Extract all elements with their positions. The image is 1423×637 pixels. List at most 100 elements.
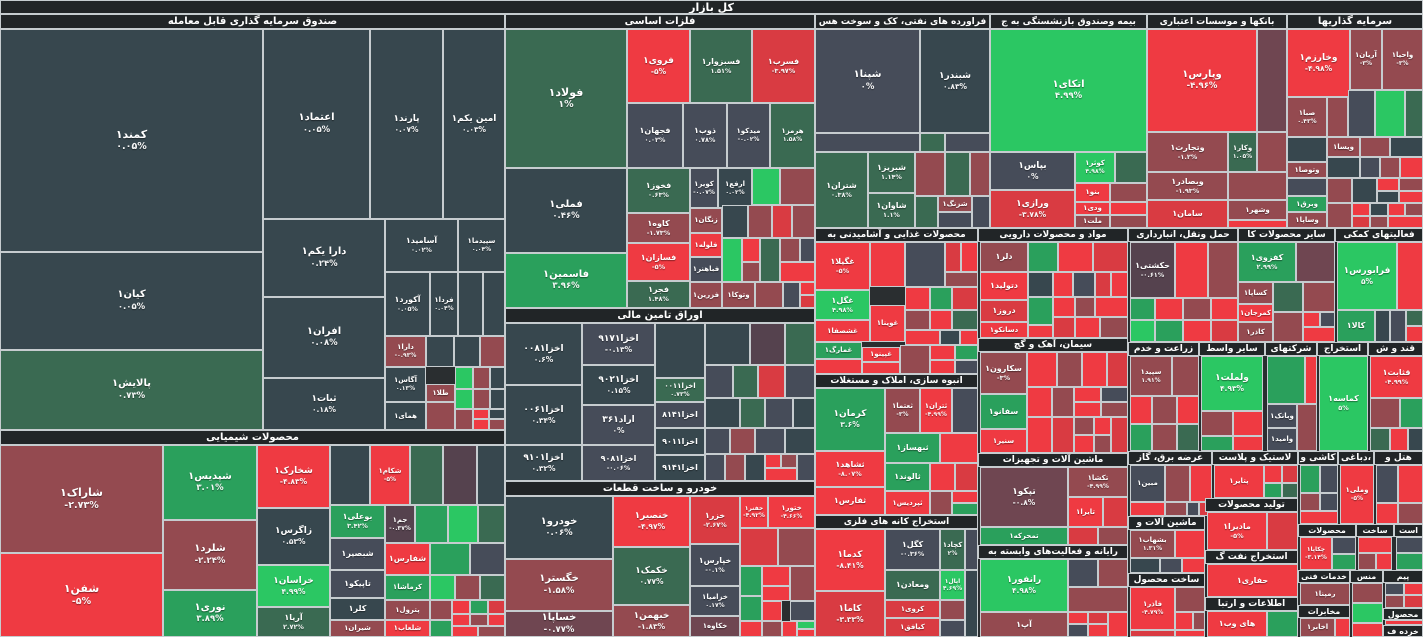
stock-tile-unlabeled[interactable]: [945, 242, 961, 272]
stock-tile-unlabeled[interactable]: [955, 345, 978, 360]
stock-tile-unlabeled[interactable]: [1082, 352, 1107, 387]
stock-tile-unlabeled[interactable]: [455, 389, 473, 409]
stock-tile[interactable]: غگل۱ ۴.۹۸%: [815, 290, 870, 320]
stock-tile-unlabeled[interactable]: [740, 566, 762, 596]
stock-tile-unlabeled[interactable]: [1404, 583, 1423, 595]
stock-tile[interactable]: غشصفا۱: [815, 320, 870, 342]
stock-tile-unlabeled[interactable]: [1257, 29, 1287, 132]
stock-tile-unlabeled[interactable]: [478, 626, 505, 637]
stock-tile[interactable]: کساپا۱: [1238, 282, 1273, 304]
sector-header[interactable]: سایر واسط: [1199, 342, 1265, 356]
stock-tile-unlabeled[interactable]: [1360, 137, 1390, 157]
stock-tile-unlabeled[interactable]: [1399, 191, 1423, 203]
stock-tile-unlabeled[interactable]: [1094, 417, 1111, 435]
stock-tile-unlabeled[interactable]: [1068, 612, 1088, 624]
stock-tile-unlabeled[interactable]: [705, 454, 725, 481]
stock-tile[interactable]: شبندر۱ ۰.۸۳%: [920, 29, 990, 133]
stock-tile-unlabeled[interactable]: [1098, 527, 1128, 545]
stock-tile-unlabeled[interactable]: [330, 445, 370, 505]
stock-tile-unlabeled[interactable]: [1273, 282, 1303, 312]
stock-tile-unlabeled[interactable]: [1182, 558, 1205, 573]
stock-tile-unlabeled[interactable]: [760, 238, 780, 282]
stock-tile-unlabeled[interactable]: [748, 205, 772, 238]
stock-tile-unlabeled[interactable]: [930, 310, 952, 330]
stock-tile-unlabeled[interactable]: [1303, 282, 1335, 312]
stock-tile[interactable]: واحیا۱ -۳%: [1382, 29, 1423, 90]
stock-tile[interactable]: سامان۱: [1147, 200, 1228, 228]
stock-tile[interactable]: اخزا۹۱۰۱ ۰.۳۲%: [505, 445, 582, 481]
stock-tile[interactable]: ولملت۱ ۴.۹۳%: [1201, 356, 1263, 411]
stock-tile-unlabeled[interactable]: [930, 463, 955, 491]
stock-tile-unlabeled[interactable]: [454, 336, 480, 367]
stock-tile-unlabeled[interactable]: [1385, 583, 1404, 595]
stock-tile-unlabeled[interactable]: [1264, 465, 1282, 483]
stock-tile[interactable]: شزنگ۱: [938, 196, 972, 212]
stock-tile-unlabeled[interactable]: [750, 323, 785, 365]
stock-tile-unlabeled[interactable]: [1028, 242, 1058, 272]
stock-tile[interactable]: کچاد۱ ۲%: [940, 529, 965, 570]
stock-tile-unlabeled[interactable]: [930, 360, 955, 374]
sector-header[interactable]: قند و ش: [1368, 342, 1423, 356]
stock-tile-unlabeled[interactable]: [430, 600, 452, 620]
stock-tile-unlabeled[interactable]: [783, 282, 800, 308]
sector-header[interactable]: استخراج نفت گ: [1205, 550, 1298, 564]
stock-tile-unlabeled[interactable]: [793, 398, 815, 428]
stock-tile-unlabeled[interactable]: [1404, 595, 1423, 608]
stock-tile-unlabeled[interactable]: [480, 336, 505, 367]
stock-tile[interactable]: تایرا۱: [1068, 497, 1103, 527]
stock-tile-unlabeled[interactable]: [1130, 424, 1152, 451]
stock-tile-unlabeled[interactable]: [1130, 630, 1175, 637]
stock-tile[interactable]: امین یکم۱ ۰.۰۳%: [443, 29, 505, 219]
stock-tile[interactable]: کیافق۱: [885, 618, 940, 637]
stock-tile-unlabeled[interactable]: [1190, 465, 1212, 502]
stock-tile-unlabeled[interactable]: [1267, 512, 1298, 550]
stock-tile-unlabeled[interactable]: [730, 428, 755, 454]
sector-header[interactable]: اوراق تامین مالی: [505, 308, 815, 323]
stock-tile[interactable]: تکشا۱ -۴.۹۹%: [1068, 467, 1128, 497]
stock-tile-unlabeled[interactable]: [742, 238, 760, 262]
stock-tile[interactable]: شیران۱: [330, 620, 385, 637]
sector-header[interactable]: پیم: [1383, 570, 1423, 583]
stock-tile-unlabeled[interactable]: [705, 365, 733, 398]
stock-tile-unlabeled[interactable]: [488, 600, 505, 614]
stock-tile[interactable]: دارا۱ -۰.۹۳%: [385, 336, 426, 367]
stock-tile-unlabeled[interactable]: [1130, 298, 1155, 320]
stock-tile-unlabeled[interactable]: [455, 409, 473, 430]
stock-tile-unlabeled[interactable]: [930, 491, 952, 515]
stock-tile[interactable]: خفنر۱ -۴.۹۲%: [740, 496, 768, 528]
stock-tile[interactable]: ومعادن۱: [885, 570, 940, 600]
stock-tile-unlabeled[interactable]: [1027, 352, 1057, 387]
sector-header[interactable]: زراعت و خدم: [1128, 342, 1199, 356]
stock-tile-unlabeled[interactable]: [443, 445, 477, 505]
stock-tile-unlabeled[interactable]: [800, 295, 815, 308]
stock-tile[interactable]: اخزا۸۱۴۱: [655, 402, 705, 428]
stock-tile-unlabeled[interactable]: [965, 529, 978, 570]
stock-tile[interactable]: فاسمین۱ ۳.۹۶%: [505, 253, 627, 308]
stock-tile-unlabeled[interactable]: [952, 388, 978, 433]
stock-tile-unlabeled[interactable]: [480, 575, 505, 600]
sector-header[interactable]: ساخت: [1356, 524, 1394, 537]
stock-tile[interactable]: خودرو۱ ۰.۰۶%: [505, 496, 613, 559]
stock-tile-unlabeled[interactable]: [1320, 493, 1338, 511]
stock-tile-unlabeled[interactable]: [1175, 530, 1205, 558]
stock-tile-unlabeled[interactable]: [1068, 559, 1098, 587]
stock-tile[interactable]: آریان۱ -۳%: [1350, 29, 1382, 90]
stock-tile[interactable]: نوری۱ ۳.۸۹%: [163, 590, 257, 637]
sector-header[interactable]: منس: [1350, 570, 1383, 583]
stock-tile[interactable]: حکشتی۱ -۰.۶۱%: [1130, 242, 1175, 298]
stock-tile[interactable]: هرمز۱ ۱.۵۸%: [770, 103, 815, 168]
stock-tile-unlabeled[interactable]: [1057, 352, 1082, 387]
stock-tile-unlabeled[interactable]: [1390, 428, 1408, 451]
stock-tile-unlabeled[interactable]: [952, 491, 978, 503]
stock-tile[interactable]: آگاس۱ ۰.۱۳%: [385, 367, 426, 402]
stock-tile[interactable]: غگیلا۱ -۵%: [815, 242, 870, 290]
stock-tile-unlabeled[interactable]: [490, 389, 505, 409]
stock-tile[interactable]: اپال۱ ۴.۶۹%: [940, 570, 965, 600]
stock-tile-unlabeled[interactable]: [655, 323, 705, 378]
stock-tile-unlabeled[interactable]: [1228, 220, 1287, 228]
stock-tile-unlabeled[interactable]: [1175, 630, 1205, 637]
stock-tile-unlabeled[interactable]: [1074, 402, 1101, 417]
stock-tile[interactable]: وبرق۱: [1287, 196, 1327, 212]
stock-tile-unlabeled[interactable]: [790, 601, 815, 621]
stock-tile-unlabeled[interactable]: [1370, 428, 1390, 451]
